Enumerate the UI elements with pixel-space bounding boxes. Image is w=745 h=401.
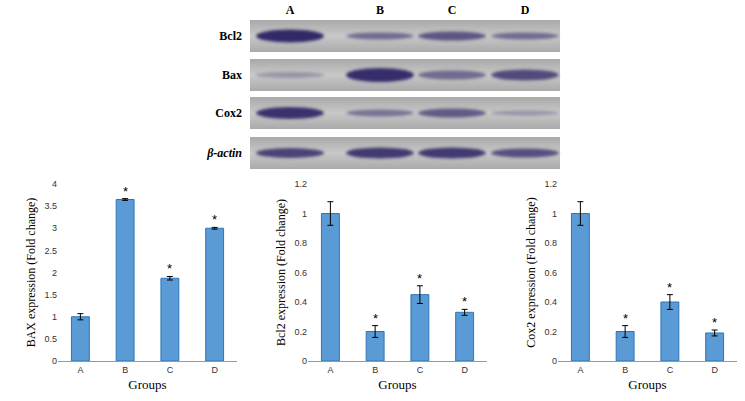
svg-text:3.5: 3.5 bbox=[44, 201, 57, 211]
svg-text:Groups: Groups bbox=[378, 377, 416, 392]
svg-text:Groups: Groups bbox=[628, 377, 666, 392]
svg-text:0: 0 bbox=[552, 356, 557, 366]
svg-text:D: D bbox=[521, 3, 530, 17]
svg-text:*: * bbox=[462, 294, 467, 309]
svg-text:B: B bbox=[122, 365, 128, 375]
svg-text:2: 2 bbox=[52, 268, 57, 278]
svg-text:C: C bbox=[448, 3, 457, 17]
svg-text:1.2: 1.2 bbox=[294, 179, 307, 189]
svg-text:β-actin: β-actin bbox=[206, 146, 242, 160]
svg-text:0.8: 0.8 bbox=[544, 238, 557, 248]
svg-text:B: B bbox=[372, 365, 378, 375]
svg-text:0.2: 0.2 bbox=[544, 327, 557, 337]
svg-text:0.6: 0.6 bbox=[544, 268, 557, 278]
svg-text:Cox2 expression (Fold change): Cox2 expression (Fold change) bbox=[524, 197, 538, 347]
svg-text:B: B bbox=[622, 365, 628, 375]
svg-text:0.5: 0.5 bbox=[44, 334, 57, 344]
svg-text:1: 1 bbox=[302, 209, 307, 219]
svg-text:*: * bbox=[623, 311, 628, 326]
svg-text:B: B bbox=[376, 3, 384, 17]
svg-text:C: C bbox=[667, 365, 674, 375]
svg-text:D: D bbox=[461, 365, 468, 375]
svg-text:1: 1 bbox=[552, 209, 557, 219]
svg-text:BAX expression (Fold change): BAX expression (Fold change) bbox=[24, 198, 38, 348]
svg-text:2.5: 2.5 bbox=[44, 246, 57, 256]
svg-text:4: 4 bbox=[52, 179, 57, 189]
svg-text:D: D bbox=[711, 365, 718, 375]
svg-text:0.8: 0.8 bbox=[294, 238, 307, 248]
svg-text:*: * bbox=[417, 271, 422, 286]
svg-text:1.5: 1.5 bbox=[44, 290, 57, 300]
svg-text:*: * bbox=[373, 311, 378, 326]
svg-text:A: A bbox=[327, 365, 333, 375]
svg-text:0.6: 0.6 bbox=[294, 268, 307, 278]
svg-text:A: A bbox=[286, 3, 295, 17]
svg-text:1.2: 1.2 bbox=[544, 179, 557, 189]
svg-text:Cox2: Cox2 bbox=[215, 106, 242, 120]
svg-text:*: * bbox=[667, 280, 672, 295]
svg-text:A: A bbox=[577, 365, 583, 375]
svg-text:Groups: Groups bbox=[128, 377, 166, 392]
svg-text:C: C bbox=[167, 365, 174, 375]
svg-text:C: C bbox=[417, 365, 424, 375]
svg-text:*: * bbox=[167, 261, 172, 276]
svg-text:A: A bbox=[77, 365, 83, 375]
svg-text:1: 1 bbox=[52, 312, 57, 322]
svg-text:Bcl2 expression (Fold change): Bcl2 expression (Fold change) bbox=[274, 199, 288, 346]
svg-text:0.2: 0.2 bbox=[294, 327, 307, 337]
svg-text:0: 0 bbox=[302, 356, 307, 366]
svg-text:Bax: Bax bbox=[222, 68, 242, 82]
svg-text:D: D bbox=[211, 365, 218, 375]
svg-text:0.4: 0.4 bbox=[294, 297, 307, 307]
svg-text:*: * bbox=[123, 184, 128, 199]
svg-text:*: * bbox=[212, 212, 217, 227]
svg-text:0.4: 0.4 bbox=[544, 297, 557, 307]
svg-text:Bcl2: Bcl2 bbox=[219, 29, 242, 43]
svg-text:3: 3 bbox=[52, 223, 57, 233]
svg-text:*: * bbox=[712, 315, 717, 330]
svg-text:0: 0 bbox=[52, 356, 57, 366]
